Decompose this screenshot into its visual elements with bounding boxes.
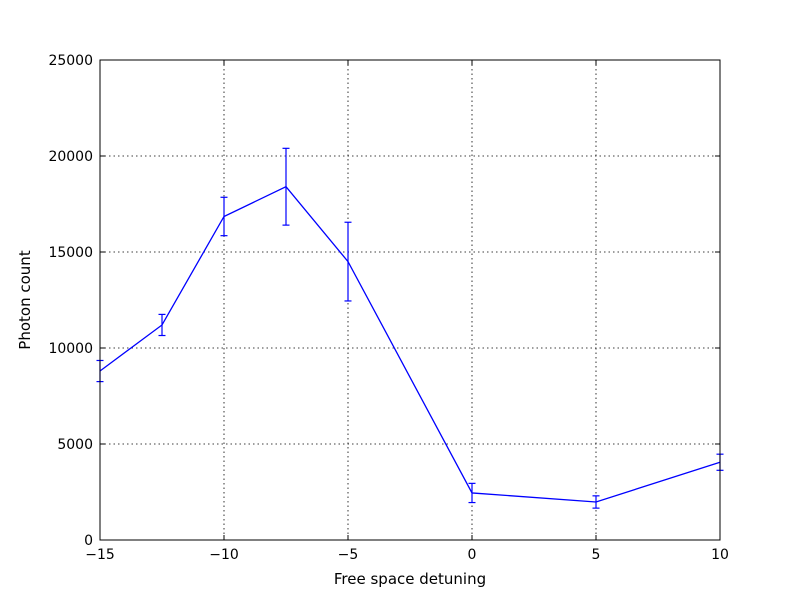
x-tick-labels: −15 −10 −5 0 5 10 xyxy=(85,547,729,563)
y-tick-label: 15000 xyxy=(48,245,93,261)
y-tick-label: 20000 xyxy=(48,149,93,165)
y-tick-label: 0 xyxy=(84,533,93,549)
x-tick-label: 0 xyxy=(468,547,477,563)
y-tick-label: 5000 xyxy=(57,437,93,453)
y-tick-label: 10000 xyxy=(48,341,93,357)
x-axis-label: Free space detuning xyxy=(334,570,486,588)
plot-frame xyxy=(99,59,721,541)
ticks xyxy=(99,59,721,541)
y-tick-label: 25000 xyxy=(48,53,93,69)
x-tick-label: 5 xyxy=(592,547,601,563)
x-tick-label: −5 xyxy=(338,547,359,563)
x-tick-label: −10 xyxy=(209,547,239,563)
x-tick-label: 10 xyxy=(711,547,729,563)
x-tick-label: −15 xyxy=(85,547,115,563)
grid xyxy=(99,59,721,541)
y-axis-label: Photon count xyxy=(16,250,34,350)
series-line xyxy=(99,185,721,503)
y-tick-labels: 0 5000 10000 15000 20000 25000 xyxy=(48,53,93,549)
series-group xyxy=(96,147,724,509)
